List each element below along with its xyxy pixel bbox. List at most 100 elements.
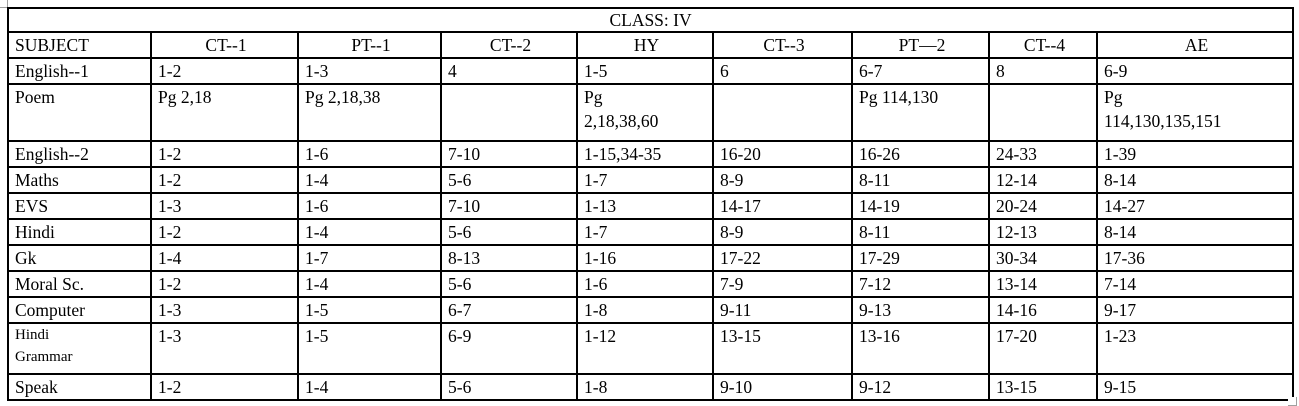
- syllabus-cell: 1-3: [150, 322, 299, 375]
- syllabus-cell: 24-33: [988, 140, 1098, 168]
- syllabus-cell: 1-2: [150, 373, 299, 401]
- syllabus-cell: 1-12: [576, 322, 714, 375]
- table-row: Speak 1-2 1-4 5-6 1-8 9-10 9-12 13-15 9-15: [7, 373, 1295, 401]
- syllabus-cell: 9-15: [1095, 373, 1295, 401]
- column-header-ct-3: CT--3: [712, 31, 853, 59]
- subject-cell: Moral Sc.: [7, 270, 152, 298]
- syllabus-cell: 1-5: [576, 57, 714, 85]
- syllabus-cell: 1-8: [576, 373, 714, 401]
- syllabus-cell: 8-14: [1095, 166, 1295, 194]
- syllabus-cell: 9-13: [851, 296, 990, 324]
- table-title-row: CLASS: IV: [6, 7, 1295, 33]
- syllabus-cell: 1-5: [297, 296, 442, 324]
- column-header-pt-2: PT—2: [851, 31, 990, 59]
- syllabus-cell: 4: [440, 57, 578, 85]
- syllabus-cell: Pg 2,18,38: [297, 83, 442, 142]
- syllabus-cell: 1-7: [576, 218, 714, 246]
- syllabus-cell: Pg 114,130,135,151: [1095, 83, 1295, 142]
- syllabus-cell: 14-27: [1095, 192, 1295, 220]
- syllabus-cell: 1-16: [576, 244, 714, 272]
- table-row: English--1 1-2 1-3 4 1-5 6 6-7 8 6-9: [7, 57, 1295, 85]
- syllabus-cell: 9-12: [851, 373, 990, 401]
- syllabus-cell: 1-2: [150, 166, 299, 194]
- syllabus-cell: 7-10: [440, 140, 578, 168]
- syllabus-cell: 1-6: [576, 270, 714, 298]
- syllabus-cell: 8-11: [851, 218, 990, 246]
- subject-cell: Poem: [7, 83, 152, 142]
- syllabus-cell: 16-20: [712, 140, 853, 168]
- syllabus-cell: 7-14: [1095, 270, 1295, 298]
- syllabus-cell: 7-10: [440, 192, 578, 220]
- syllabus-cell: 7-12: [851, 270, 990, 298]
- syllabus-cell: 9-10: [712, 373, 853, 401]
- syllabus-cell: [712, 83, 853, 142]
- table-row: Hindi 1-2 1-4 5-6 1-7 8-9 8-11 12-13 8-14: [7, 218, 1295, 246]
- syllabus-cell: 8-11: [851, 166, 990, 194]
- syllabus-cell: 1-3: [297, 57, 442, 85]
- table-row: Moral Sc. 1-2 1-4 5-6 1-6 7-9 7-12 13-14 7-14: [7, 270, 1295, 298]
- syllabus-cell: 1-2: [150, 140, 299, 168]
- syllabus-cell: 8-14: [1095, 218, 1295, 246]
- subject-cell: Computer: [7, 296, 152, 324]
- syllabus-cell: 1-3: [150, 192, 299, 220]
- syllabus-cell: 1-2: [150, 270, 299, 298]
- syllabus-cell: Pg 114,130: [851, 83, 990, 142]
- syllabus-cell: 1-4: [297, 218, 442, 246]
- syllabus-cell: 7-9: [712, 270, 853, 298]
- syllabus-cell: 1-13: [576, 192, 714, 220]
- syllabus-cell: 5-6: [440, 270, 578, 298]
- syllabus-cell: 17-22: [712, 244, 853, 272]
- subject-cell: Maths: [7, 166, 152, 194]
- table-resize-handle[interactable]: [1288, 397, 1297, 406]
- syllabus-cell: 17-36: [1095, 244, 1295, 272]
- table-row: English--2 1-2 1-6 7-10 1-15,34-35 16-20 16-26…: [7, 140, 1295, 168]
- syllabus-cell: 1-4: [297, 270, 442, 298]
- syllabus-cell: 5-6: [440, 218, 578, 246]
- syllabus-cell: 6-9: [440, 322, 578, 375]
- subject-cell: Hindi: [7, 218, 152, 246]
- syllabus-cell: 6-7: [440, 296, 578, 324]
- syllabus-cell: 1-7: [576, 166, 714, 194]
- column-header-ae: AE: [1095, 31, 1295, 59]
- syllabus-table: CLASS: IV SUBJECT CT--1 PT--1 CT--2 HY CT--3 P…: [6, 7, 1295, 401]
- syllabus-cell: 6-9: [1095, 57, 1295, 85]
- column-header-ct-1: CT--1: [150, 31, 299, 59]
- syllabus-cell: 1-4: [297, 166, 442, 194]
- table-row: Computer 1-3 1-5 6-7 1-8 9-11 9-13 14-16 9-17: [7, 296, 1295, 324]
- syllabus-cell: [440, 83, 578, 142]
- syllabus-cell: 14-19: [851, 192, 990, 220]
- subject-cell: English--1: [7, 57, 152, 85]
- syllabus-cell: 8-9: [712, 218, 853, 246]
- syllabus-cell: 1-2: [150, 218, 299, 246]
- syllabus-cell: 8-13: [440, 244, 578, 272]
- syllabus-cell: 1-7: [297, 244, 442, 272]
- subject-cell: Gk: [7, 244, 152, 272]
- syllabus-cell: 16-26: [851, 140, 990, 168]
- syllabus-cell: 1-2: [150, 57, 299, 85]
- subject-cell: Hindi Grammar: [7, 322, 152, 375]
- table-move-handle[interactable]: [0, 0, 8, 8]
- syllabus-cell: 12-14: [988, 166, 1098, 194]
- table-row: Gk 1-4 1-7 8-13 1-16 17-22 17-29 30-34 17-36: [7, 244, 1295, 272]
- syllabus-cell: 1-4: [150, 244, 299, 272]
- syllabus-cell: 13-14: [988, 270, 1098, 298]
- syllabus-cell: 13-15: [988, 373, 1098, 401]
- syllabus-table-body: CLASS: IV SUBJECT CT--1 PT--1 CT--2 HY CT--3 P…: [6, 7, 1295, 401]
- syllabus-cell: 6: [712, 57, 853, 85]
- table-row: Hindi Grammar 1-3 1-5 6-9 1-12 13-15 13-16 17-2…: [7, 322, 1295, 375]
- subject-cell: English--2: [7, 140, 152, 168]
- syllabus-cell: 12-13: [988, 218, 1098, 246]
- syllabus-cell: Pg 2,18,38,60: [576, 83, 714, 142]
- syllabus-cell: 1-6: [297, 192, 442, 220]
- syllabus-cell: 8: [988, 57, 1098, 85]
- syllabus-cell: 9-11: [712, 296, 853, 324]
- syllabus-cell: 17-20: [988, 322, 1098, 375]
- table-row: Maths 1-2 1-4 5-6 1-7 8-9 8-11 12-14 8-14: [7, 166, 1295, 194]
- syllabus-cell: 6-7: [851, 57, 990, 85]
- column-header-pt-1: PT--1: [297, 31, 442, 59]
- syllabus-cell: [988, 83, 1098, 142]
- syllabus-cell: 5-6: [440, 166, 578, 194]
- syllabus-cell: 17-29: [851, 244, 990, 272]
- syllabus-cell: 1-8: [576, 296, 714, 324]
- syllabus-cell: 1-3: [150, 296, 299, 324]
